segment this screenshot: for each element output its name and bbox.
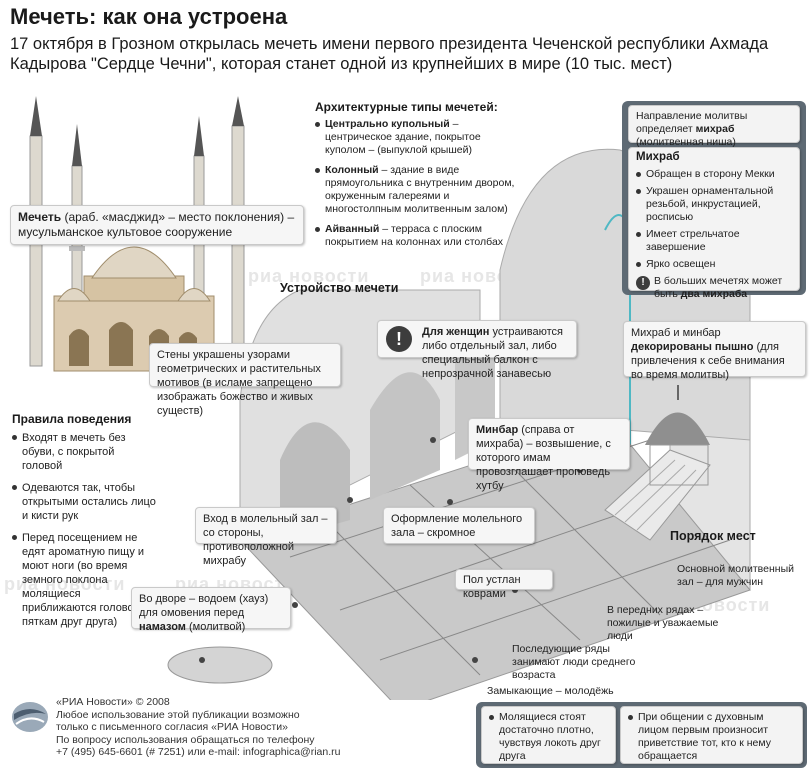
footer: «РИА Новости» © 2008 Любое использование… [56, 696, 341, 758]
order-front-rows: В передних рядах – пожилые и уважаемые л… [607, 604, 719, 642]
minbar-note: Минбар (справа от михраба) – возвышение,… [468, 418, 630, 492]
entrance-note: Вход в молельный зал – со стороны, проти… [195, 507, 337, 567]
ablution-note: Во дворе – водоем (хауз) для омовения пе… [131, 587, 291, 633]
mihrab-details: Михраб Обращен в сторону Мекки Украшен о… [628, 147, 800, 300]
page-subtitle: 17 октября в Грозном открылась мечеть им… [10, 35, 769, 73]
watermark-text: риа новости [248, 266, 370, 286]
rule-item: Перед посещением не едят ароматную пищу … [12, 531, 157, 629]
mosque-definition-text: (араб. «масджид» – место поклонения) – м… [18, 210, 295, 239]
order-back-rows: Последующие ряды занимают люди среднего … [512, 643, 636, 681]
decor-note: Михраб и минбар декорированы пышно (для … [623, 321, 806, 381]
bottom-note: При общении с духовным лицом первым прои… [620, 706, 803, 764]
mihrab-item: Ярко освещен [636, 258, 792, 271]
rule-item: Одеваются так, чтобы открытыми остались … [12, 481, 157, 523]
bottom-note: Молящиеся стоят достаточно плотно, чувст… [481, 706, 616, 764]
warning-icon: ! [636, 276, 650, 290]
order-main-hall: Основной молитвенный зал – для мужчин [677, 563, 794, 588]
arch-type-item: Центрально купольный – центрическое здан… [315, 118, 515, 157]
rules-heading: Правила поведения [12, 412, 132, 426]
mihrab-item: Обращен в сторону Мекки [636, 168, 792, 181]
mosque-illustration [27, 96, 247, 372]
arch-type-item: Айванный – терраса с плоским покрытием н… [315, 223, 515, 249]
mihrab-warning: ! В больших мечетях может быть два михра… [636, 275, 792, 301]
walls-note: Стены украшены узорами геометрических и … [149, 343, 341, 417]
warning-icon: ! [386, 326, 412, 352]
arch-types: Архитектурные типы мечетей: Центрально к… [315, 100, 515, 253]
structure-heading: Устройство мечети [280, 281, 399, 295]
rules: Правила поведения Входят в мечеть без об… [12, 412, 157, 633]
page-title: Мечеть: как она устроена [10, 4, 288, 29]
mihrab-item: Украшен орнаментальной резьбой, инкруста… [636, 185, 792, 224]
arch-types-heading: Архитектурные типы мечетей: [315, 100, 498, 114]
hall-decoration-note: Оформление молельного зала – скромное [383, 507, 535, 544]
mihrab-intro: Направление молитвы определяет михраб (м… [628, 105, 800, 148]
carpets-note: Пол устлан коврами [455, 569, 553, 600]
rule-item: Входят в мечеть без обуви, с покрытой го… [12, 431, 157, 473]
order-heading: Порядок мест [670, 529, 756, 543]
mihrab-heading: Михраб [636, 151, 680, 163]
mihrab-item: Имеет стрельчатое завершение [636, 228, 792, 254]
mosque-definition-term: Мечеть [18, 210, 62, 224]
mosque-definition: Мечеть (араб. «масджид» – место поклонен… [10, 205, 304, 245]
watermark-text: риа новости [4, 574, 126, 594]
arch-type-item: Колонный – здание в виде прямоугольника … [315, 164, 515, 216]
ria-logo-icon [12, 702, 48, 732]
women-note: ! Для женщин устраиваются либо отдельный… [377, 320, 577, 380]
order-closing-rows: Замыкающие – молодёжь [487, 685, 614, 697]
